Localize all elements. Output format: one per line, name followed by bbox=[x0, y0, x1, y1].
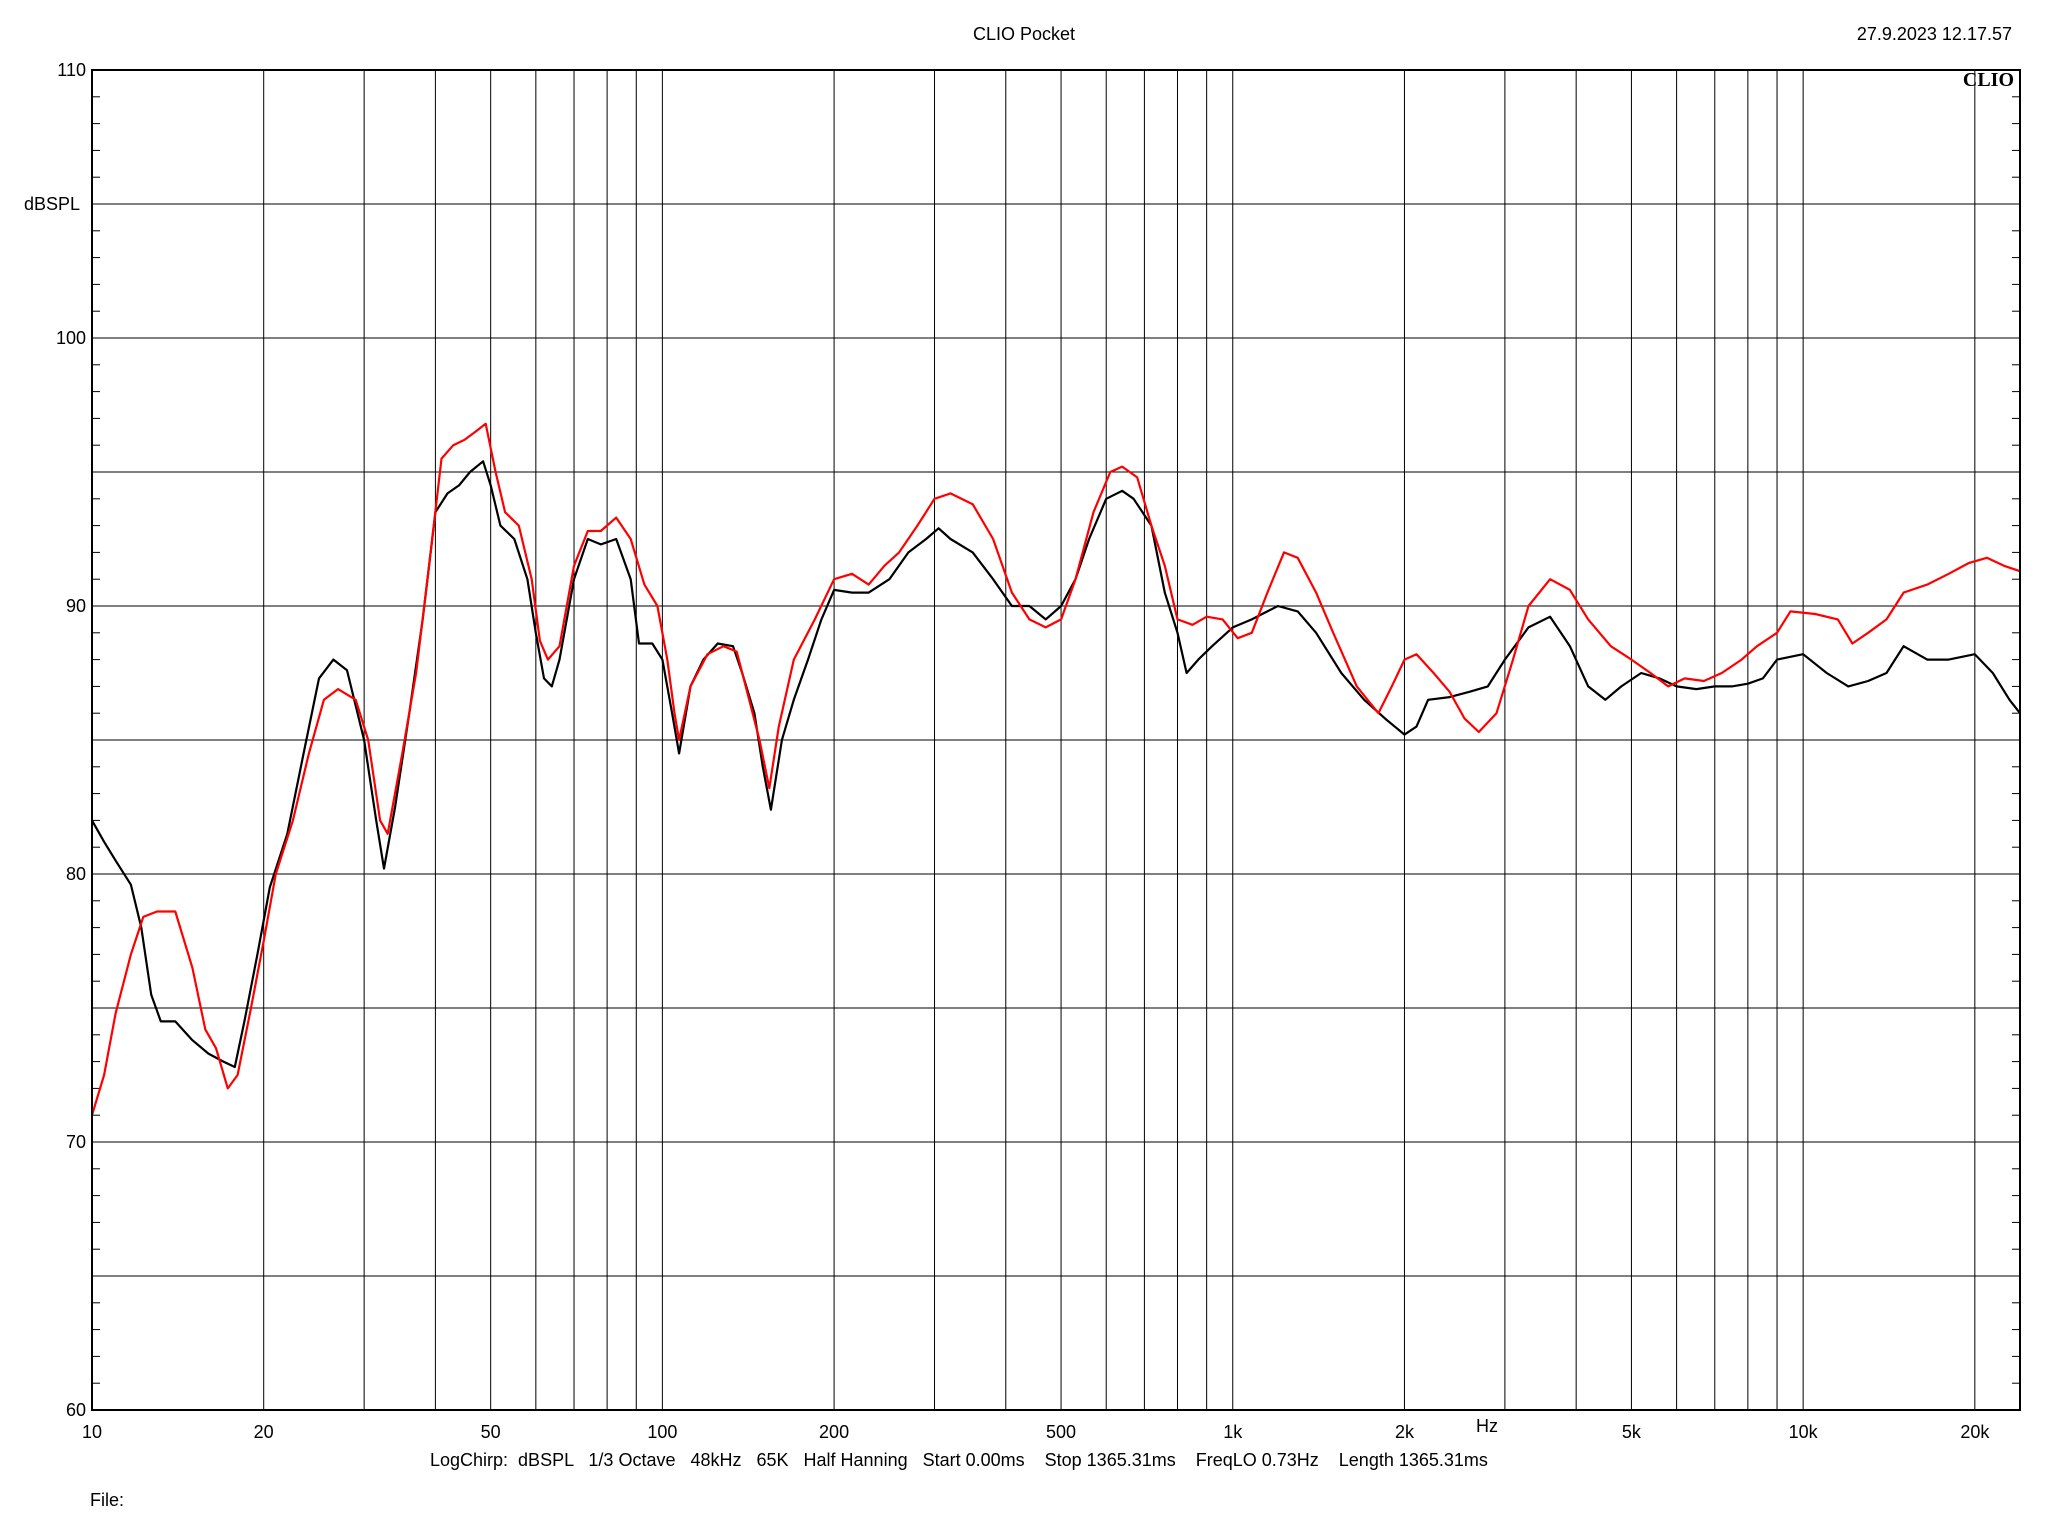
plot-frame bbox=[91, 69, 2021, 1411]
y-tick-label: 110 bbox=[57, 60, 86, 80]
y-tick-label: 100 bbox=[56, 328, 86, 348]
x-tick-label: 2k bbox=[1395, 1422, 1415, 1442]
settings-line: LogChirp: dBSPL 1/3 Octave 48kHz 65K Hal… bbox=[430, 1450, 1488, 1470]
y-tick-label: 70 bbox=[66, 1132, 86, 1152]
x-tick-label: 10k bbox=[1789, 1422, 1819, 1442]
file-label: File: bbox=[90, 1490, 124, 1510]
series-line-black bbox=[91, 460, 2021, 1069]
x-tick-label: 200 bbox=[819, 1422, 849, 1442]
y-tick-label: 90 bbox=[66, 596, 86, 616]
series-lines bbox=[90, 422, 2021, 1116]
x-tick-label: 500 bbox=[1046, 1422, 1076, 1442]
x-tick-label: 10 bbox=[82, 1422, 102, 1442]
x-tick-label: 5k bbox=[1622, 1422, 1642, 1442]
x-tick-label: 100 bbox=[647, 1422, 677, 1442]
x-tick-label: 20 bbox=[254, 1422, 274, 1442]
grid bbox=[92, 70, 2020, 1410]
clio-logo: CLIO bbox=[1963, 69, 2014, 91]
x-tick-labels: 10 20 50 100 200 500 1k 2k 5k 10k 20k bbox=[82, 1422, 1990, 1442]
x-tick-label: 20k bbox=[1960, 1422, 1990, 1442]
y-tick-label: 80 bbox=[66, 864, 86, 884]
chart-title: CLIO Pocket bbox=[973, 24, 1075, 44]
y-tick-labels: 60 70 80 90 100 110 bbox=[56, 60, 86, 1420]
series-line-red bbox=[90, 422, 2021, 1116]
y-tick-label: 60 bbox=[66, 1400, 86, 1420]
x-axis-unit-label: Hz bbox=[1476, 1416, 1498, 1436]
timestamp: 27.9.2023 12.17.57 bbox=[1857, 24, 2012, 44]
x-tick-label: 1k bbox=[1223, 1422, 1243, 1442]
x-tick-label: 50 bbox=[481, 1422, 501, 1442]
y-axis-label: dBSPL bbox=[24, 194, 80, 214]
